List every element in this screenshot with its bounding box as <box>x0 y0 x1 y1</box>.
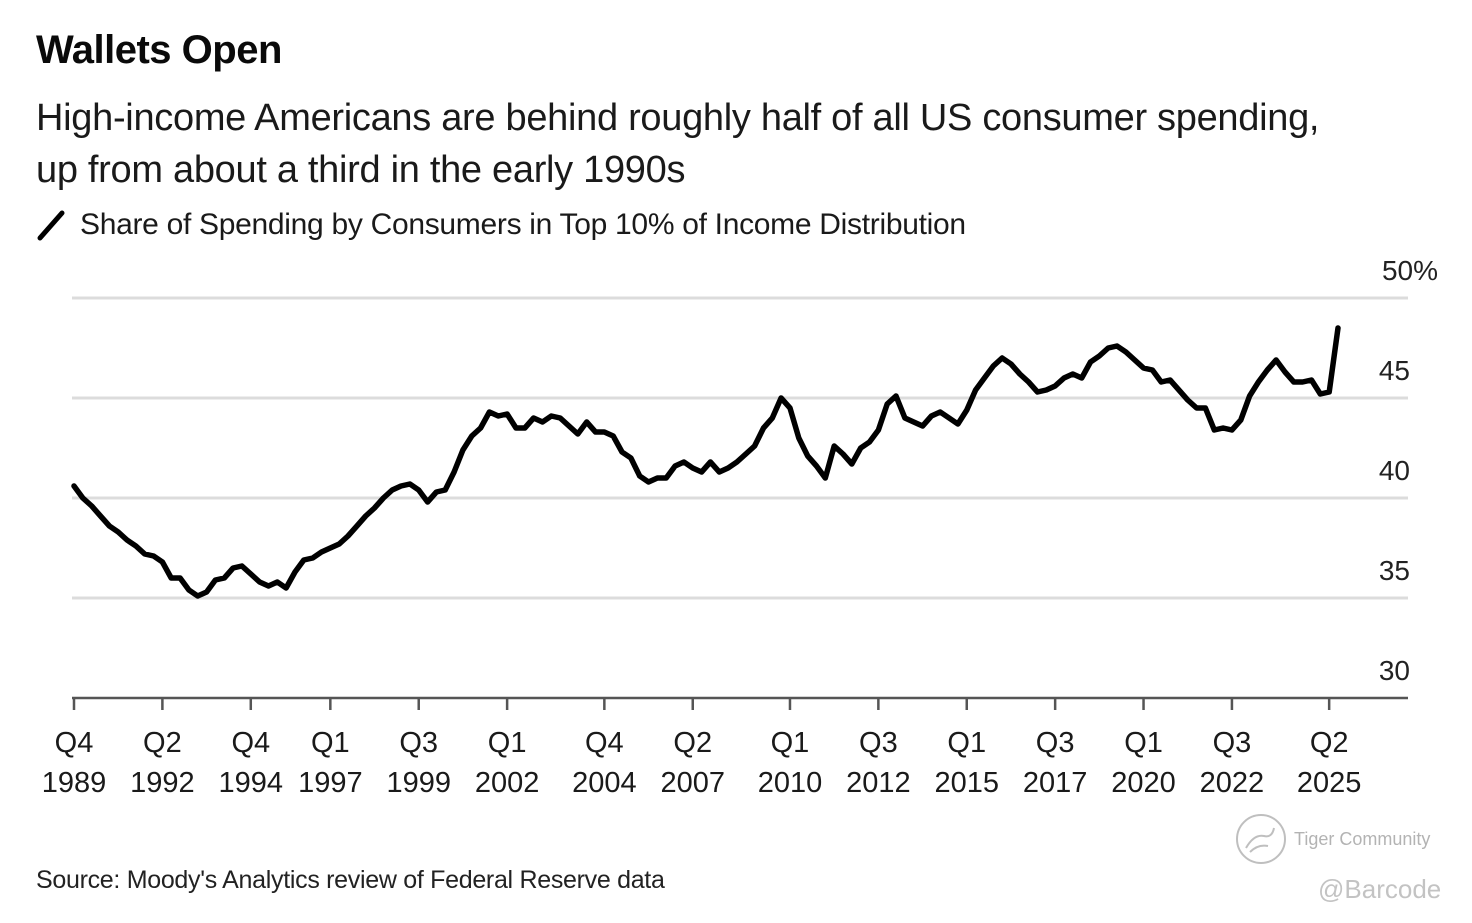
x-tick-label-quarter: Q2 <box>143 727 182 759</box>
x-tick-label-year: 1989 <box>42 767 107 799</box>
source-note: Source: Moody's Analytics review of Fede… <box>36 866 665 894</box>
legend-line-icon <box>37 210 65 241</box>
x-tick-label-quarter: Q1 <box>771 727 810 759</box>
legend: Share of Spending by Consumers in Top 10… <box>36 208 966 242</box>
x-tick-label-quarter: Q2 <box>673 727 712 759</box>
x-tick-label-year: 1999 <box>386 767 451 799</box>
x-tick-label-year: 2010 <box>758 767 823 799</box>
x-tick-label-year: 2020 <box>1111 767 1176 799</box>
x-tick-label-quarter: Q1 <box>1124 727 1163 759</box>
y-tick-label: 50% <box>1382 255 1438 286</box>
x-tick-label-quarter: Q1 <box>488 727 527 759</box>
x-tick-label-quarter: Q3 <box>399 727 438 759</box>
x-tick-label-year: 2012 <box>846 767 911 799</box>
y-tick-label: 45 <box>1379 355 1410 386</box>
x-tick-label-year: 2004 <box>572 767 637 799</box>
x-axis: Q4 1989 Q2 1992 Q4 1994 Q1 1997 Q3 1999 Q1 2002 Q4 20… <box>42 696 1408 799</box>
x-tick-label-quarter: Q2 <box>1310 727 1349 759</box>
x-tick-label-year: 2017 <box>1023 767 1088 799</box>
series-layer <box>71 325 1341 599</box>
x-tick-label-quarter: Q4 <box>585 727 624 759</box>
x-tick-label-quarter: Q4 <box>231 727 270 759</box>
legend-label: Share of Spending by Consumers in Top 10… <box>80 208 966 241</box>
x-tick-label-year: 2007 <box>660 767 725 799</box>
chart-title: Wallets Open <box>36 28 282 72</box>
x-tick-label-quarter: Q1 <box>947 727 986 759</box>
watermark: Tiger Community <box>1234 812 1430 866</box>
x-tick-label-year: 1994 <box>219 767 284 799</box>
x-tick-label-year: 2022 <box>1200 767 1265 799</box>
tiger-logo-icon <box>1236 814 1286 864</box>
x-tick-label-year: 1997 <box>298 767 363 799</box>
y-tick-label: 30 <box>1379 655 1410 686</box>
watermark-brand: Tiger Community <box>1294 828 1431 849</box>
chart-subtitle: High-income Americans are behind roughly… <box>36 97 1320 191</box>
y-tick-label: 35 <box>1379 555 1410 586</box>
x-tick-label-year: 2015 <box>934 767 999 799</box>
x-tick-label-quarter: Q4 <box>55 727 94 759</box>
y-tick-label: 40 <box>1379 455 1410 486</box>
x-tick-label-year: 1992 <box>130 767 195 799</box>
watermark-handle: @Barcode <box>1318 874 1442 904</box>
x-tick-label-quarter: Q3 <box>859 727 898 759</box>
gridlines <box>72 296 1408 600</box>
x-tick-label-year: 2002 <box>475 767 540 799</box>
x-tick-label-year: 2025 <box>1297 767 1362 799</box>
x-tick-label-quarter: Q1 <box>311 727 350 759</box>
y-axis-labels: 30 35 40 45 50% <box>1379 255 1438 686</box>
series-line-top10-share <box>71 325 1341 599</box>
x-tick-label-quarter: Q3 <box>1036 727 1075 759</box>
x-tick-label-quarter: Q3 <box>1213 727 1252 759</box>
